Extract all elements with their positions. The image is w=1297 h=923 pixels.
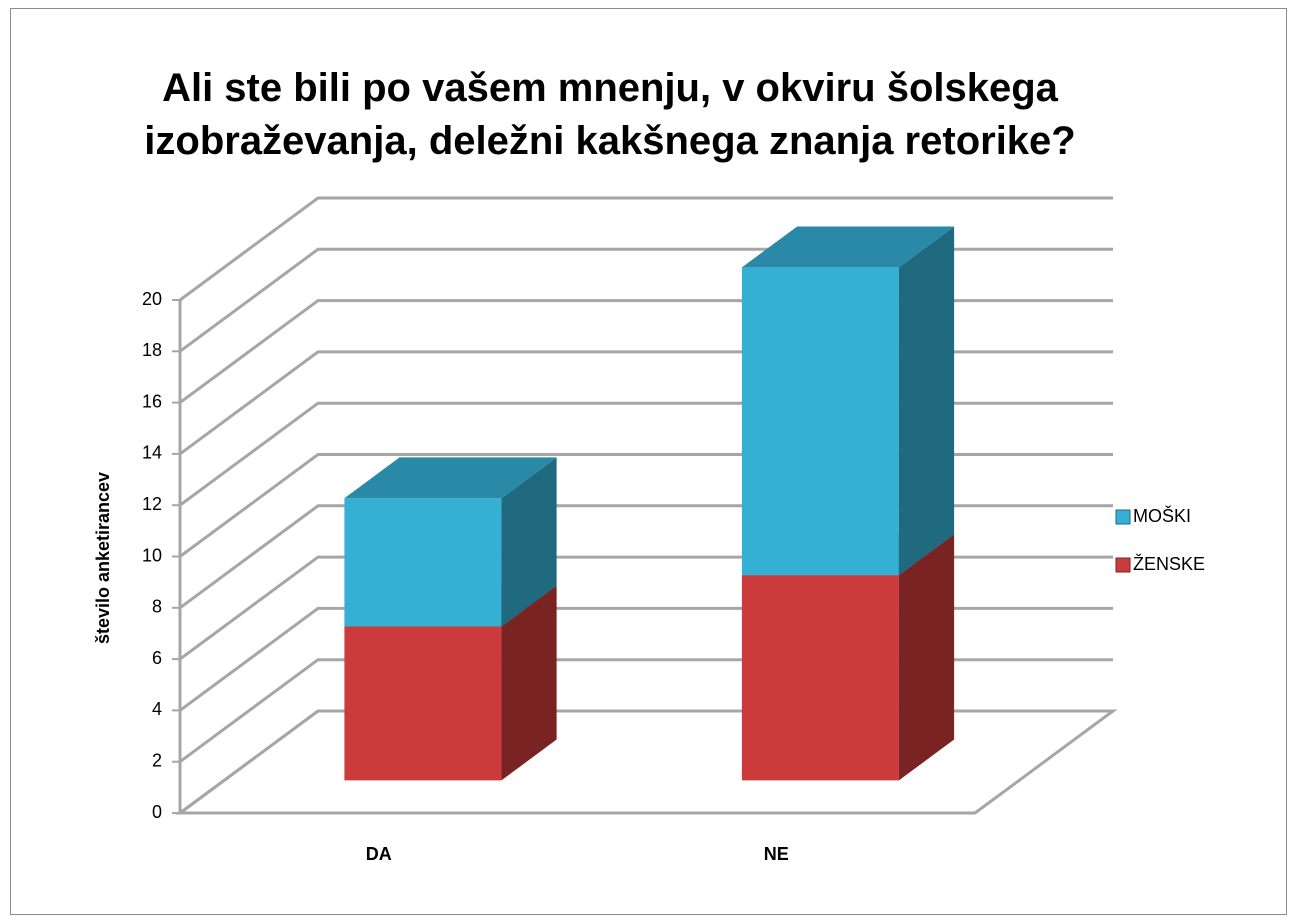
bar-top xyxy=(741,226,955,268)
bar-side xyxy=(898,226,955,576)
floor xyxy=(175,709,1118,815)
legend-label: ŽENSKE xyxy=(1133,554,1205,574)
y-tick-label: 12 xyxy=(142,494,162,514)
bar-side xyxy=(898,534,955,781)
y-tick-label: 8 xyxy=(152,597,162,617)
y-tick-label: 14 xyxy=(142,443,162,463)
chart-frame xyxy=(10,8,1287,915)
bar-side xyxy=(501,585,557,781)
y-tick-label: 4 xyxy=(152,699,162,719)
bar-front xyxy=(344,626,502,781)
y-tick-label: 18 xyxy=(142,340,162,360)
legend-label: MOŠKI xyxy=(1133,505,1191,526)
bar-top xyxy=(344,457,557,499)
y-tick-label: 20 xyxy=(142,289,162,309)
y-tick-label: 0 xyxy=(152,802,162,822)
grid-line xyxy=(179,196,1113,302)
x-tick-label: NE xyxy=(764,844,789,864)
y-tick-label: 10 xyxy=(142,545,162,565)
bar-front xyxy=(344,498,502,627)
y-tick-label: 2 xyxy=(152,750,162,770)
legend-swatch xyxy=(1115,557,1131,573)
y-axis-label: število anketirancev xyxy=(93,472,113,644)
bar-front xyxy=(741,575,899,781)
x-tick-label: DA xyxy=(366,844,392,864)
chart-title: Ali ste bili po vašem mnenju, v okviru š… xyxy=(144,66,1076,163)
bar-side xyxy=(501,457,557,627)
bar-front xyxy=(741,267,899,576)
y-tick-label: 16 xyxy=(142,391,162,411)
legend-swatch xyxy=(1115,509,1131,525)
y-tick-label: 6 xyxy=(152,648,162,668)
